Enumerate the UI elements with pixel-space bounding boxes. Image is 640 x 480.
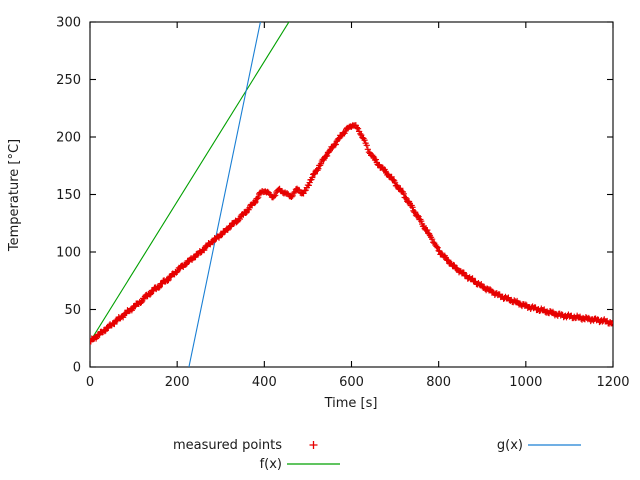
series-line-fx [90,22,290,342]
legend: measured points f(x) g(x) [173,438,581,472]
y-tick-label: 250 [56,73,81,88]
series-points-measured [90,122,613,345]
legend-label-measured-points: measured points [173,438,282,453]
y-tick-label: 50 [64,303,81,318]
x-tick-label: 800 [426,375,451,390]
legend-marker-plus-icon [309,441,318,449]
legend-label-f-x-: f(x) [260,457,282,472]
series-line-gx [188,22,261,367]
plot-frame [89,21,614,368]
fit-line-group [90,22,290,367]
y-tick-label: 0 [73,361,81,376]
x-tick-label: 0 [86,375,94,390]
y-tick-label: 200 [56,131,81,146]
measured-points-group [90,122,613,345]
y-tick-label: 150 [56,188,81,203]
y-axis-title: Temperature [°C] [7,139,22,252]
x-tick-label: 1200 [596,375,629,390]
x-tick-label: 200 [165,375,190,390]
y-tick-label: 300 [56,16,81,31]
x-tick-label: 1000 [509,375,542,390]
x-axis-title: Time [s] [324,396,378,411]
x-tick-label: 400 [252,375,277,390]
y-axis-ticks: 0 50 100 150 200 250 300 [56,16,613,376]
legend-label-g-x-: g(x) [497,438,523,453]
x-axis-ticks: 0 200 400 600 800 1000 1200 [86,22,630,390]
x-tick-label: 600 [339,375,364,390]
y-tick-label: 100 [56,246,81,261]
